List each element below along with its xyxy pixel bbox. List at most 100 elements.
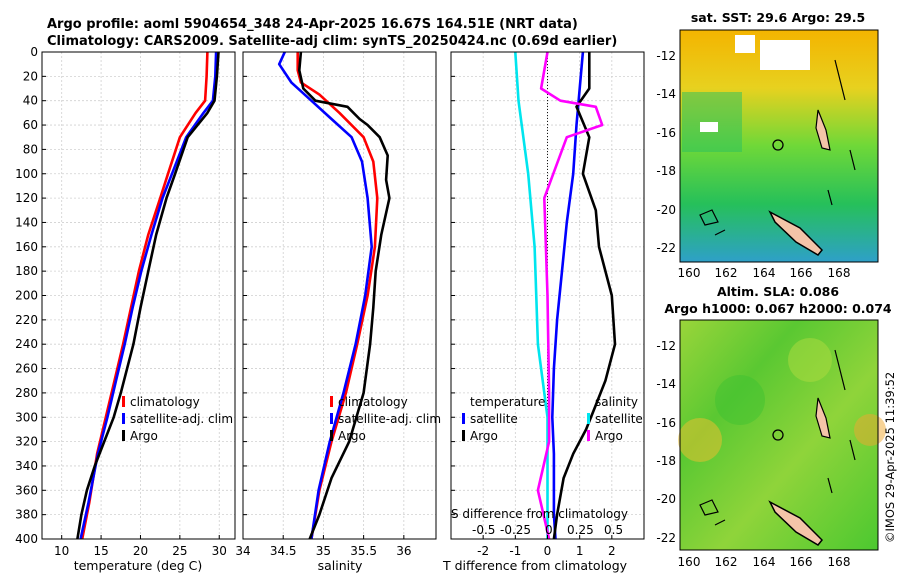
legend-swatch-argo [330, 430, 333, 441]
island-outlines [827, 349, 856, 494]
y-tick-label: 300 [15, 410, 38, 424]
y-tick-label: 320 [15, 435, 38, 449]
map-tick-label: -12 [656, 49, 676, 63]
y-tick-label: 40 [23, 94, 38, 108]
map-tick-label: 166 [790, 266, 813, 280]
sst-map-x-ticks: 160 162 164 166 168 [678, 266, 851, 280]
sst-map-y-ticks: -12 -14 -16 -18 -20 -22 [656, 49, 676, 255]
map-tick-label: 168 [828, 555, 851, 569]
missing-data-patch [760, 40, 810, 70]
y-tick-label: 20 [23, 69, 38, 83]
x-tick-label: 10 [54, 544, 69, 558]
difference-legend: temperature satellite Argo salinity sate… [451, 395, 643, 537]
x-tick-label: 34.5 [270, 544, 297, 558]
missing-data-patch [735, 35, 755, 53]
title-line-2: Climatology: CARS2009. Satellite-adj cli… [47, 34, 617, 49]
map-tick-label: -20 [656, 492, 676, 506]
y-tick-label: 400 [15, 532, 38, 546]
map-tick-label: -14 [656, 87, 676, 101]
series-line-s-argo [536, 52, 604, 539]
difference-panel: -2 -1 0 1 2 [450, 51, 645, 558]
x-tick-label: 35.5 [350, 544, 377, 558]
map-tick-label: 164 [753, 555, 776, 569]
y-tick-label: 60 [23, 118, 38, 132]
salinity-panel: 34 34.5 35 35.5 36 [235, 51, 437, 558]
sla-map-title-2: Argo h1000: 0.067 h2000: 0.074 [664, 301, 892, 316]
sla-map-x-ticks: 160 162 164 166 168 [678, 555, 851, 569]
legend-label-s-argo: Argo [595, 429, 623, 443]
top-tick-label: 0.25 [567, 523, 594, 537]
legend-label-argo: Argo [338, 429, 366, 443]
y-tick-label: 220 [15, 313, 38, 327]
map-tick-label: 160 [678, 555, 701, 569]
legend-label-satellite: satellite-adj. clim [338, 412, 441, 426]
x-axis-label-salinity: salinity [318, 558, 363, 573]
legend-swatch-t-satellite [462, 413, 465, 424]
x-axis-label-t-difference: T difference from climatology [442, 558, 628, 573]
legend-swatch-satellite [330, 413, 333, 424]
top-tick-label: -0.5 [472, 523, 495, 537]
y-tick-label: 260 [15, 362, 38, 376]
legend-label-climatology: climatology [130, 395, 200, 409]
x-tick-label: -1 [509, 544, 521, 558]
map-tick-label: 166 [790, 555, 813, 569]
argo-position-marker [772, 429, 784, 441]
temperature-legend: climatology satellite-adj. clim Argo [122, 395, 233, 443]
legend-heading-temperature: temperature [470, 395, 545, 409]
y-tick-label: 160 [15, 240, 38, 254]
vanuatu-island [815, 109, 831, 151]
x-tick-label: 35 [316, 544, 331, 558]
map-tick-label: -12 [656, 339, 676, 353]
series-line-satellite-adj-clim [79, 52, 218, 539]
y-tick-label: 360 [15, 483, 38, 497]
series-line-satellite-adj-clim [277, 52, 374, 539]
salinity-legend: climatology satellite-adj. clim Argo [330, 395, 441, 443]
x-tick-label: 15 [93, 544, 108, 558]
sla-map [678, 319, 886, 551]
argo-position-marker [772, 139, 784, 151]
map-tick-label: -14 [656, 377, 676, 391]
legend-swatch-s-satellite [587, 413, 590, 424]
series-line-argo [76, 52, 220, 539]
map-tick-label: 168 [828, 266, 851, 280]
x-tick-label: 34 [235, 544, 250, 558]
legend-swatch-argo [122, 430, 125, 441]
map-tick-label: -22 [656, 241, 676, 255]
sst-map-title: sat. SST: 29.6 Argo: 29.5 [691, 10, 865, 25]
map-tick-label: 162 [715, 555, 738, 569]
legend-swatch-satellite [122, 413, 125, 424]
y-tick-label: 340 [15, 459, 38, 473]
legend-label-t-satellite: satellite [470, 412, 518, 426]
legend-swatch-climatology [330, 396, 333, 407]
map-tick-label: -22 [656, 531, 676, 545]
x-tick-label: 20 [133, 544, 148, 558]
temperature-panel: 10 15 20 25 30020406080100120140160180200220… [15, 45, 236, 558]
map-tick-label: 160 [678, 266, 701, 280]
y-tick-label: 280 [15, 386, 38, 400]
series-line-climatology [296, 52, 379, 539]
top-axis-label-s-difference: S difference from climatology [451, 507, 628, 521]
sla-high-patch [678, 418, 722, 462]
x-axis-label-temperature: temperature (deg C) [74, 558, 203, 573]
map-tick-label: 162 [715, 266, 738, 280]
x-tick-label: 36 [396, 544, 411, 558]
x-tick-label: 0 [544, 544, 552, 558]
legend-swatch-s-argo [587, 430, 590, 441]
map-tick-label: -20 [656, 203, 676, 217]
y-tick-label: 100 [15, 167, 38, 181]
y-tick-label: 0 [30, 45, 38, 59]
x-tick-label: 1 [576, 544, 584, 558]
legend-label-s-satellite: satellite [595, 412, 643, 426]
sst-map [679, 29, 879, 263]
sla-low-patch [715, 375, 765, 425]
y-tick-label: 200 [15, 289, 38, 303]
imos-credit: ©IMOS 29-Apr-2025 11:39:52 [883, 372, 897, 543]
series-line-t-argo [552, 52, 617, 539]
y-tick-label: 180 [15, 264, 38, 278]
x-tick-label: 25 [172, 544, 187, 558]
sla-high-patch [788, 338, 832, 382]
legend-label-argo: Argo [130, 429, 158, 443]
title-line-1: Argo profile: aoml 5904654_348 24-Apr-20… [47, 17, 578, 32]
legend-label-satellite: satellite-adj. clim [130, 412, 233, 426]
